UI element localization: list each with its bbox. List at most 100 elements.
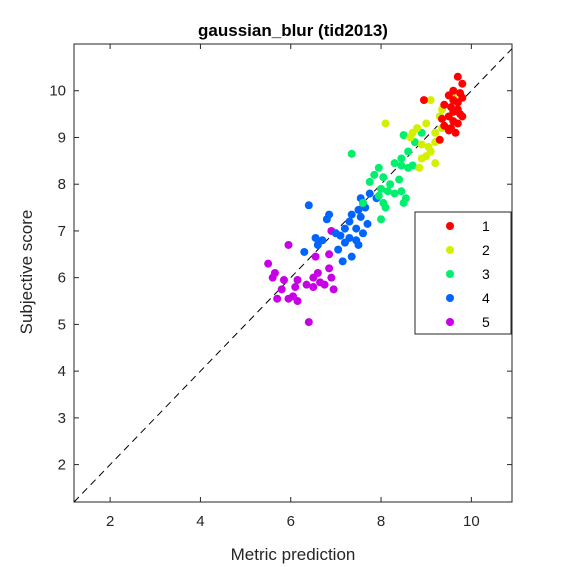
data-point-series-1 [438, 114, 447, 123]
data-point-series-4 [340, 238, 349, 247]
data-point-series-3 [358, 198, 367, 207]
x-tick-label: 8 [377, 513, 385, 530]
data-point-series-5 [277, 285, 286, 294]
data-point-series-2 [426, 96, 435, 105]
data-point-series-4 [358, 229, 367, 238]
data-point-series-2 [431, 159, 440, 168]
x-tick-label: 2 [106, 513, 114, 530]
data-point-series-3 [377, 215, 386, 224]
x-tick-label: 4 [196, 513, 204, 530]
data-point-series-3 [386, 180, 395, 189]
data-point-series-5 [327, 273, 336, 282]
y-axis-label: Subjective score [17, 210, 36, 335]
y-tick-label: 4 [58, 363, 66, 380]
legend-entry-label: 5 [482, 314, 490, 330]
data-point-series-4 [356, 212, 365, 221]
data-point-series-5 [291, 283, 300, 292]
data-point-series-5 [279, 276, 288, 285]
data-point-series-4 [334, 245, 343, 254]
legend-marker [446, 318, 454, 326]
data-point-series-4 [365, 189, 374, 198]
data-point-series-3 [370, 170, 379, 179]
data-point-series-2 [406, 133, 415, 142]
data-point-series-5 [264, 259, 273, 268]
x-tick-label: 10 [463, 513, 480, 530]
data-point-series-5 [284, 294, 293, 303]
data-point-series-3 [397, 154, 406, 163]
data-point-series-3 [404, 147, 413, 156]
data-point-series-1 [440, 100, 449, 109]
data-point-series-2 [417, 140, 426, 149]
identity-reference-line [73, 48, 513, 503]
data-point-series-1 [435, 135, 444, 144]
data-point-series-1 [453, 119, 462, 128]
data-point-series-5 [320, 280, 329, 289]
y-tick-label: 3 [58, 410, 66, 427]
legend-marker [446, 246, 454, 254]
y-tick-label: 6 [58, 270, 66, 287]
data-point-series-5 [311, 252, 320, 261]
data-points [264, 72, 467, 327]
y-tick-label: 2 [58, 457, 66, 474]
data-point-series-4 [336, 231, 345, 240]
data-point-series-3 [347, 149, 356, 158]
data-point-series-4 [300, 247, 309, 256]
data-point-series-2 [381, 119, 390, 128]
data-point-series-3 [390, 189, 399, 198]
legend-marker [446, 270, 454, 278]
data-point-series-3 [374, 191, 383, 200]
data-point-series-4 [322, 215, 331, 224]
data-point-series-4 [354, 205, 363, 214]
data-point-series-4 [347, 252, 356, 261]
y-tick-label: 5 [58, 316, 66, 333]
data-point-series-5 [304, 318, 313, 327]
data-point-series-4 [354, 240, 363, 249]
y-tick-label: 8 [58, 176, 66, 193]
data-point-series-3 [365, 177, 374, 186]
data-point-series-5 [284, 240, 293, 249]
legend-marker [446, 222, 454, 230]
data-point-series-3 [381, 203, 390, 212]
data-point-series-1 [458, 79, 467, 88]
y-tick-label: 9 [58, 129, 66, 146]
y-axis-ticks: 2 3 4 5 6 7 8 9 10 [49, 83, 512, 474]
legend-entry-label: 1 [482, 218, 490, 234]
data-point-series-1 [453, 98, 462, 107]
data-point-series-1 [458, 112, 467, 121]
data-point-series-4 [304, 201, 313, 210]
data-point-series-2 [415, 163, 424, 172]
legend-entry-label: 2 [482, 242, 490, 258]
data-point-series-3 [399, 198, 408, 207]
data-point-series-3 [399, 131, 408, 140]
data-point-series-5 [329, 285, 338, 294]
data-point-series-1 [451, 128, 460, 137]
data-point-series-5 [309, 283, 318, 292]
data-point-series-3 [397, 161, 406, 170]
data-point-series-2 [422, 119, 431, 128]
legend-entry-label: 4 [482, 290, 490, 306]
y-tick-label: 10 [49, 83, 66, 100]
data-point-series-4 [338, 257, 347, 266]
x-axis-label: Metric prediction [231, 545, 356, 564]
data-point-series-5 [302, 280, 311, 289]
data-point-series-3 [374, 163, 383, 172]
y-tick-label: 7 [58, 223, 66, 240]
x-tick-label: 6 [287, 513, 295, 530]
data-point-series-4 [345, 217, 354, 226]
data-point-series-1 [444, 126, 453, 135]
data-point-series-5 [273, 294, 282, 303]
chart-title: gaussian_blur (tid2013) [198, 21, 388, 40]
data-point-series-2 [417, 154, 426, 163]
data-point-series-1 [453, 72, 462, 81]
legend-entry-label: 3 [482, 266, 490, 282]
data-point-series-4 [352, 224, 361, 233]
data-point-series-5 [268, 273, 277, 282]
legend-box [414, 211, 512, 335]
data-point-series-4 [340, 224, 349, 233]
data-point-series-2 [431, 128, 440, 137]
data-point-series-5 [293, 297, 302, 306]
legend: 1 2 3 4 5 [414, 211, 512, 335]
data-point-series-4 [311, 233, 320, 242]
data-point-series-5 [293, 276, 302, 285]
